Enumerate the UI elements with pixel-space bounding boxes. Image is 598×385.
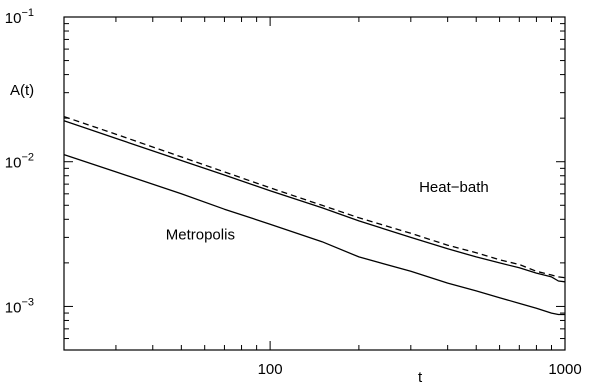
annotation-1: Heat−bath: [419, 179, 489, 196]
axis-labels: A(t) t: [10, 82, 423, 385]
x-tick-label: 100: [258, 361, 283, 378]
annotation-2: Metropolis: [166, 227, 235, 244]
series-line-3: [63, 153, 565, 316]
annotations: Heat−bath Metropolis: [166, 179, 489, 244]
y-tick-label: 10−1: [5, 7, 34, 27]
series-line-1: [63, 115, 566, 279]
axis-ticks: 100 1000 10−1 10−2 10−3: [5, 7, 582, 378]
plot-frame: [63, 16, 566, 351]
x-axis-label: t: [418, 369, 423, 385]
series-line-2: [63, 120, 566, 283]
y-tick-label: 10−3: [5, 296, 34, 316]
series-layer: [63, 115, 566, 316]
x-tick-label: 1000: [548, 361, 581, 378]
y-tick-label: 10−2: [5, 152, 34, 172]
y-axis-label: A(t): [10, 82, 34, 99]
